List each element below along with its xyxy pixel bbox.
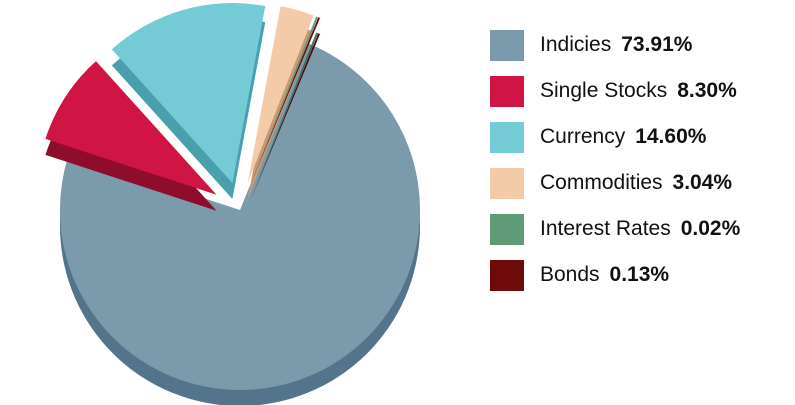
legend-label-bonds: Bonds — [540, 263, 600, 286]
legend-label-currency: Currency — [540, 125, 626, 148]
legend-label-indicies: Indicies — [540, 33, 612, 56]
pie-slice-bonds — [250, 17, 320, 201]
pie-slice-top-commodities — [247, 6, 314, 184]
pie-slice-top-currency — [111, 3, 266, 184]
legend-swatch-interest-rates — [490, 213, 524, 245]
legend-item-currency: Currency 14.60% — [490, 114, 795, 160]
legend-item-indicies: Indicies 73.91% — [490, 22, 795, 68]
legend-value-commodities: 3.04% — [672, 171, 733, 194]
legend-value-indicies: 73.91% — [621, 33, 693, 56]
legend-value-bonds: 0.13% — [609, 263, 670, 286]
legend-item-commodities: Commodities 3.04% — [490, 160, 795, 206]
pie-slice-single-stocks — [45, 61, 217, 211]
legend-item-bonds: Bonds 0.13% — [490, 252, 795, 298]
legend-swatch-indicies — [490, 29, 524, 61]
legend-value-interest-rates: 0.02% — [680, 217, 741, 240]
pie-slice-side-bonds — [250, 33, 320, 201]
legend-swatch-commodities — [490, 167, 524, 199]
chart-legend: Indicies 73.91% Single Stocks 8.30% Curr… — [490, 22, 795, 298]
legend-swatch-single-stocks — [490, 75, 524, 107]
pie-slice-top-interest-rates — [250, 16, 318, 184]
legend-item-single-stocks: Single Stocks 8.30% — [490, 68, 795, 114]
legend-item-interest-rates: Interest Rates 0.02% — [490, 206, 795, 252]
pie-slice-interest-rates — [250, 16, 318, 200]
legend-label-commodities: Commodities — [540, 171, 663, 194]
pie-slice-top-single-stocks — [45, 61, 217, 195]
pie-slice-top-indicies — [60, 43, 421, 390]
pie-slice-top-bonds — [250, 17, 320, 185]
pie-plot-area — [45, 3, 421, 405]
legend-value-single-stocks: 8.30% — [677, 79, 737, 102]
legend-label-single-stocks: Single Stocks — [540, 79, 668, 102]
pie-slice-currency — [111, 3, 266, 200]
legend-label-interest-rates: Interest Rates — [540, 217, 671, 240]
pie-slice-side-interest-rates — [250, 32, 318, 200]
pie-slice-indicies — [60, 43, 421, 405]
legend-swatch-bonds — [490, 259, 524, 291]
legend-value-currency: 14.60% — [635, 125, 707, 148]
legend-swatch-currency — [490, 121, 524, 153]
